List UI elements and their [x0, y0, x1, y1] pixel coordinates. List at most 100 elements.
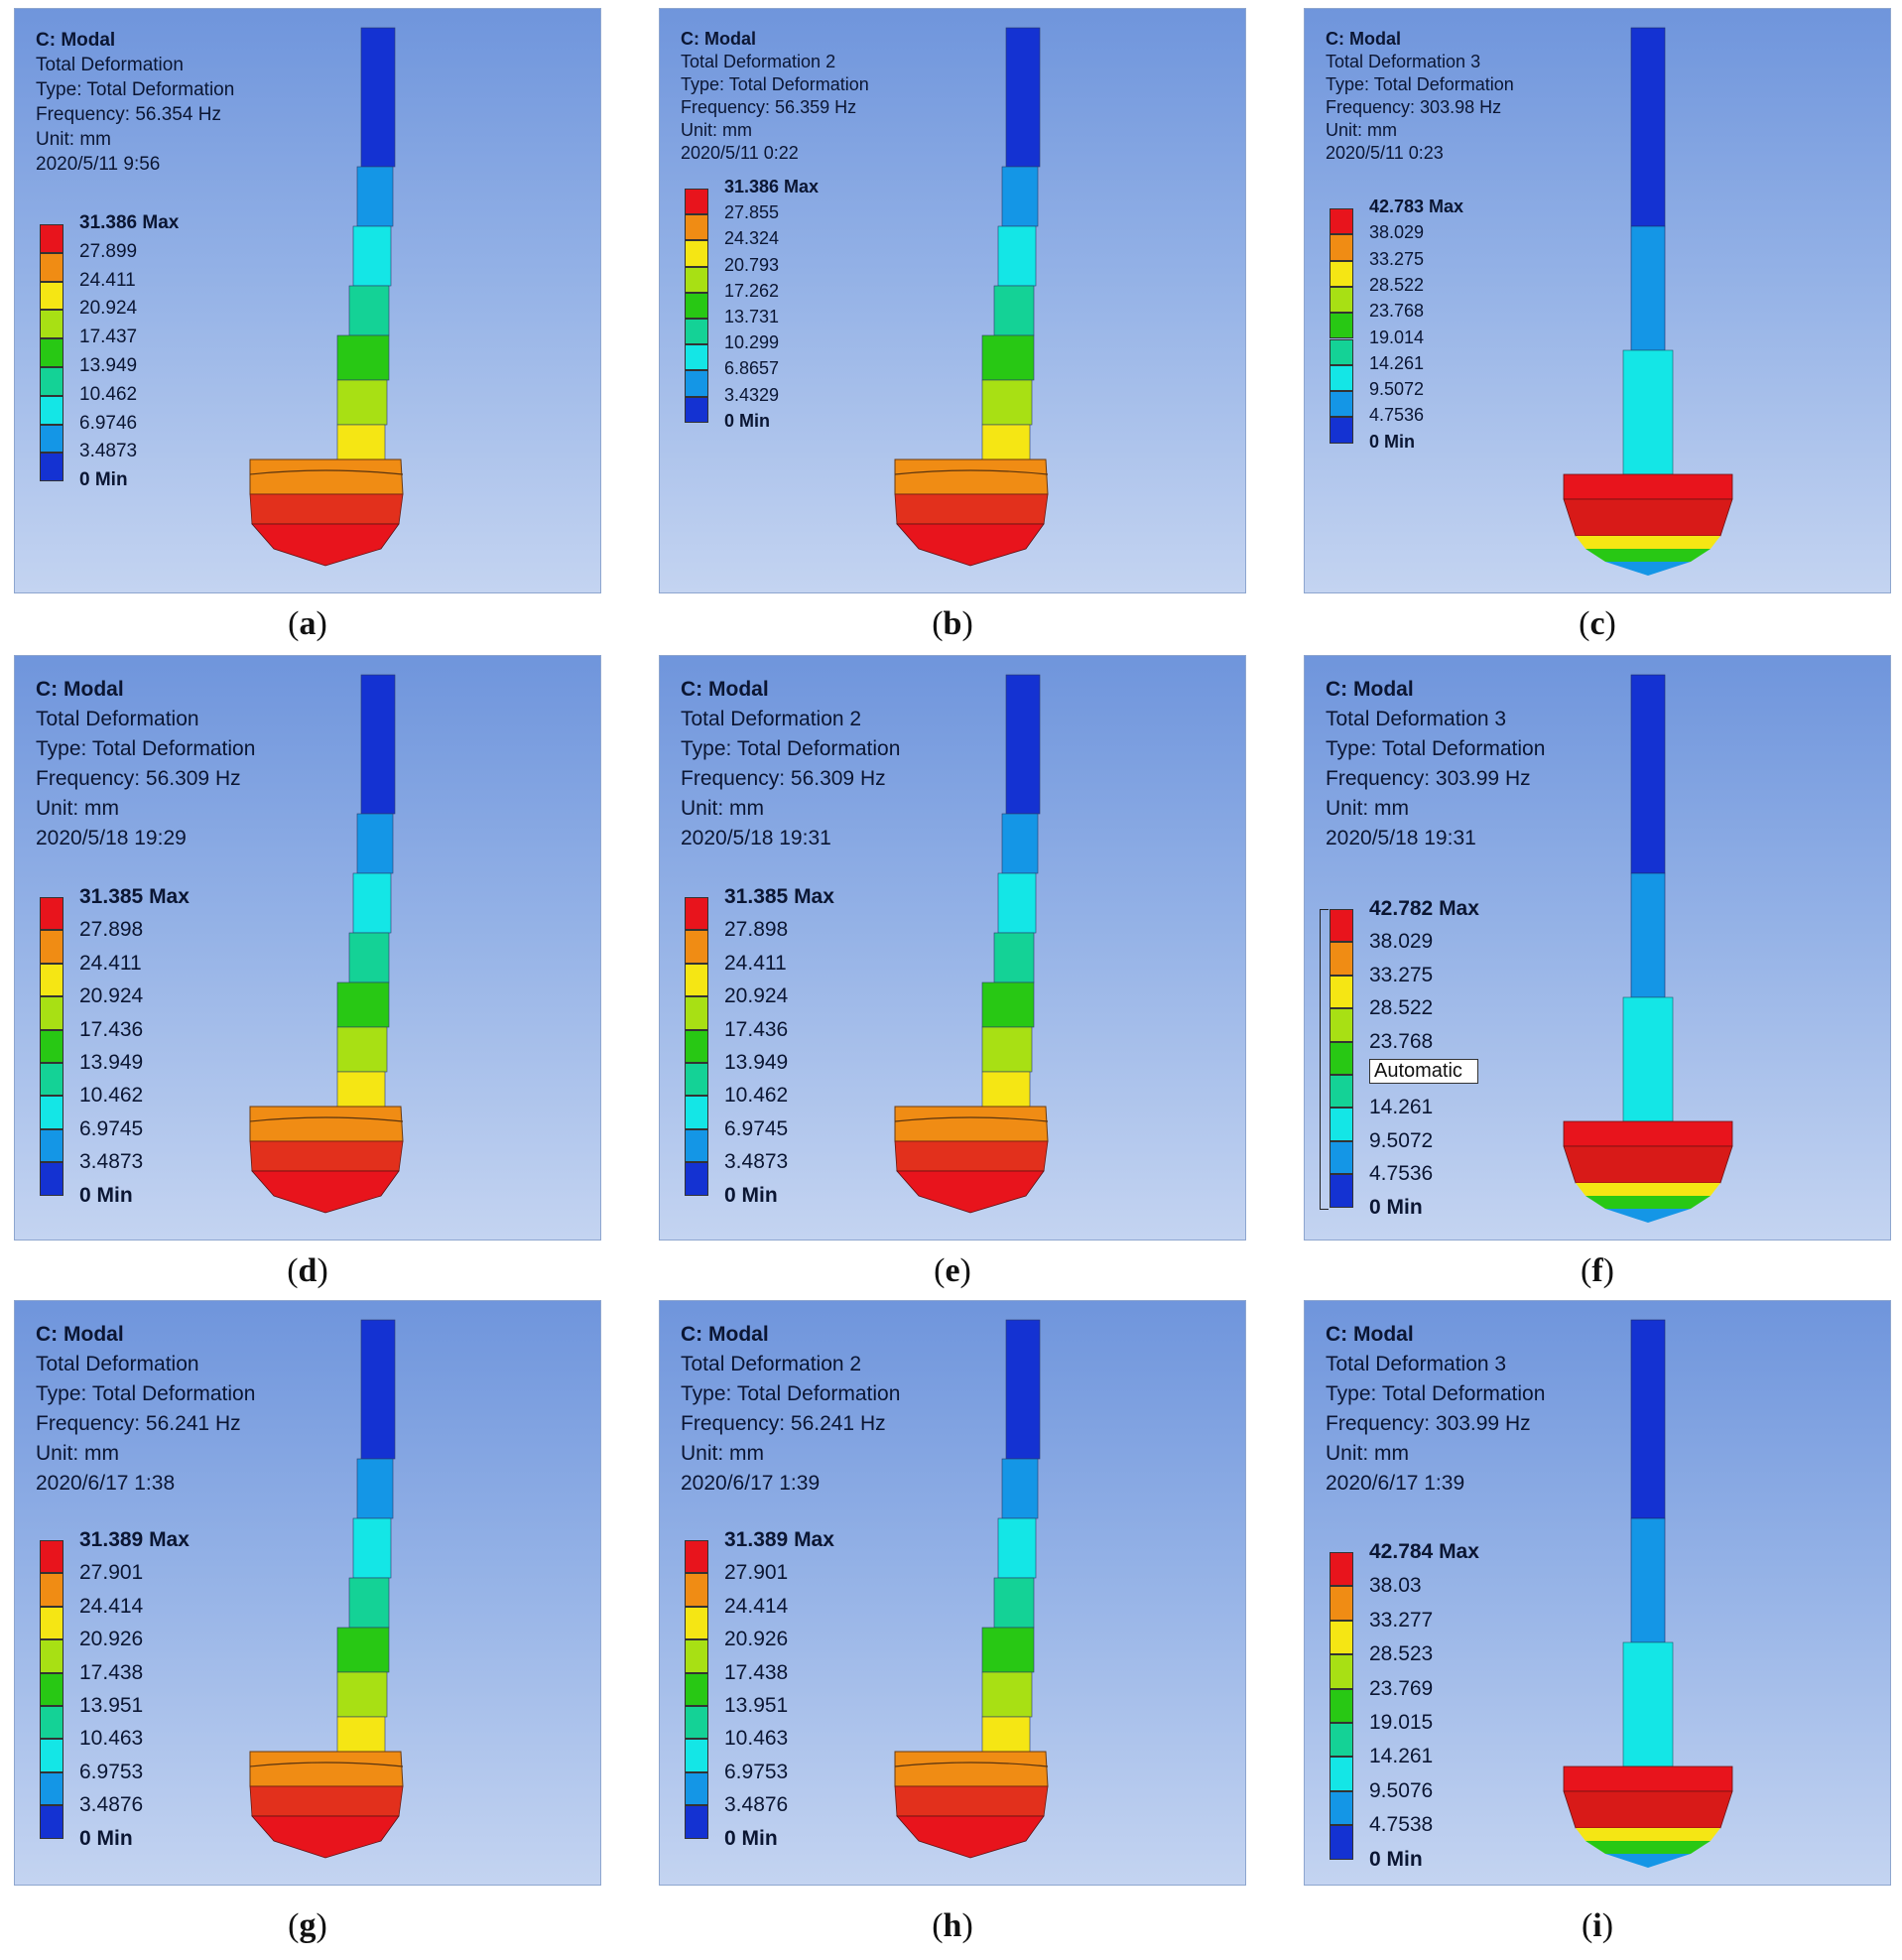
legend-label: 6.9745 — [79, 1116, 144, 1140]
shaft-group — [894, 674, 1049, 1214]
shaft-segment — [336, 1627, 390, 1673]
legend-swatch — [685, 214, 708, 241]
info-block: C: Modal Total Deformation 3 Type: Total D… — [1326, 28, 1514, 165]
head-bottom — [251, 1170, 400, 1214]
caption-open: ( — [1581, 1907, 1593, 1944]
legend-swatch — [40, 1639, 63, 1673]
legend-swatch — [40, 1162, 63, 1196]
legend-label: 20.924 — [79, 984, 144, 1008]
legend-label: 3.4873 — [79, 441, 138, 462]
caption-open: ( — [288, 605, 300, 642]
shaft-segment — [336, 334, 390, 381]
legend-swatch — [685, 1805, 708, 1839]
legend-swatch — [1330, 1075, 1353, 1109]
legend-label: 3.4873 — [79, 1150, 144, 1174]
legend-label: 10.462 — [79, 1084, 144, 1108]
legend-swatch — [685, 1573, 708, 1607]
legend-swatch — [40, 1805, 63, 1839]
shaft-segment — [993, 932, 1035, 983]
caption-close: ) — [961, 1907, 973, 1944]
shaft-segment — [1630, 1319, 1666, 1519]
legend-label: 27.901 — [79, 1561, 144, 1585]
legend-swatch — [40, 338, 63, 367]
legend-label: 17.437 — [79, 327, 138, 348]
legend-swatch — [1330, 391, 1353, 418]
legend-swatch — [40, 310, 63, 339]
result-panel-g: C: Modal Total Deformation Type: Total Def… — [14, 1300, 601, 1886]
shaft-segment — [336, 981, 390, 1028]
caption-label: c — [1589, 605, 1605, 642]
shaft-segment — [356, 166, 394, 227]
shaft-segment — [981, 379, 1033, 426]
legend-label: 20.926 — [724, 1628, 789, 1651]
head-bottom — [896, 1170, 1045, 1214]
legend-label: 28.522 — [1369, 996, 1434, 1020]
legend-label: 42.784 Max — [1369, 1540, 1479, 1563]
caption-label: a — [299, 605, 317, 642]
caption-open: ( — [934, 1252, 946, 1289]
shaft-segment — [336, 424, 386, 465]
legend-label: 38.029 — [1369, 930, 1434, 954]
legend-label: 13.951 — [79, 1694, 144, 1717]
shaft-segment — [360, 27, 396, 168]
legend-swatch — [40, 1128, 63, 1163]
shaft-segment — [997, 225, 1037, 287]
head-mid-band — [249, 1140, 404, 1172]
result-name: Total Deformation — [36, 1353, 199, 1375]
head-tip — [1605, 562, 1691, 576]
model-title: C: Modal — [1326, 29, 1401, 49]
shaft-segment — [1630, 872, 1666, 998]
shaft-group — [1563, 27, 1733, 576]
legend-swatch — [1330, 1008, 1353, 1042]
result-panel-f: C: Modal Total Deformation 3 Type: Total D… — [1304, 655, 1891, 1241]
legend-swatch — [1330, 1688, 1353, 1723]
head-top-band — [894, 1106, 1049, 1142]
legend-swatch — [1330, 942, 1353, 976]
shaft-segment — [981, 1716, 1031, 1758]
head-top-band — [1563, 473, 1733, 500]
panel-caption: (b) — [659, 605, 1246, 643]
caption-label: i — [1592, 1907, 1602, 1944]
shaft-segment — [336, 1071, 386, 1112]
result-panel-b: C: Modal Total Deformation 2 Type: Total D… — [659, 8, 1246, 593]
caption-label: h — [943, 1907, 962, 1944]
legend-label: 3.4329 — [724, 384, 780, 405]
legend-range-bracket[interactable] — [1320, 909, 1329, 1210]
head-mid-band — [249, 1785, 404, 1817]
frequency-readout: Frequency: 56.359 Hz — [681, 97, 857, 117]
head-mid-band — [249, 493, 404, 525]
caption-label: f — [1591, 1252, 1603, 1289]
head-band-yellow — [1576, 1828, 1720, 1841]
head-tip — [1605, 1209, 1691, 1223]
legend-label: 24.411 — [724, 951, 787, 975]
shaft-segment — [348, 932, 390, 983]
legend-swatch — [1330, 1825, 1353, 1860]
legend-label: 9.5076 — [1369, 1778, 1434, 1802]
shaft-segment — [993, 285, 1035, 336]
head-top-band — [249, 458, 404, 495]
caption-open: ( — [1581, 1252, 1592, 1289]
legend-swatch — [40, 367, 63, 396]
caption-close: ) — [1602, 1252, 1614, 1289]
legend-label: 24.414 — [724, 1594, 789, 1618]
legend-label: 28.522 — [1369, 274, 1425, 295]
legend-label: 0 Min — [1369, 431, 1416, 452]
legend-swatch — [40, 1573, 63, 1607]
legend-swatch — [685, 996, 708, 1030]
automatic-tooltip[interactable]: Automatic — [1369, 1059, 1478, 1084]
caption-label: e — [945, 1252, 960, 1289]
panel-caption: (c) — [1304, 605, 1891, 643]
legend-label: 14.261 — [1369, 1096, 1434, 1119]
legend-label: 6.9746 — [79, 412, 138, 434]
legend-label: 42.782 Max — [1369, 897, 1479, 920]
deformation-model — [249, 1319, 404, 1859]
shaft-segment — [997, 872, 1037, 934]
result-panel-e: C: Modal Total Deformation 2 Type: Total D… — [659, 655, 1246, 1241]
head-band-yellow — [1576, 1183, 1720, 1196]
legend-label: 19.015 — [1369, 1711, 1434, 1734]
head-band-yellow — [1576, 536, 1720, 549]
shaft-segment — [981, 424, 1031, 465]
result-name: Total Deformation 2 — [681, 1353, 862, 1375]
legend-label: 31.385 Max — [79, 885, 190, 908]
legend-swatch — [1330, 1108, 1353, 1141]
